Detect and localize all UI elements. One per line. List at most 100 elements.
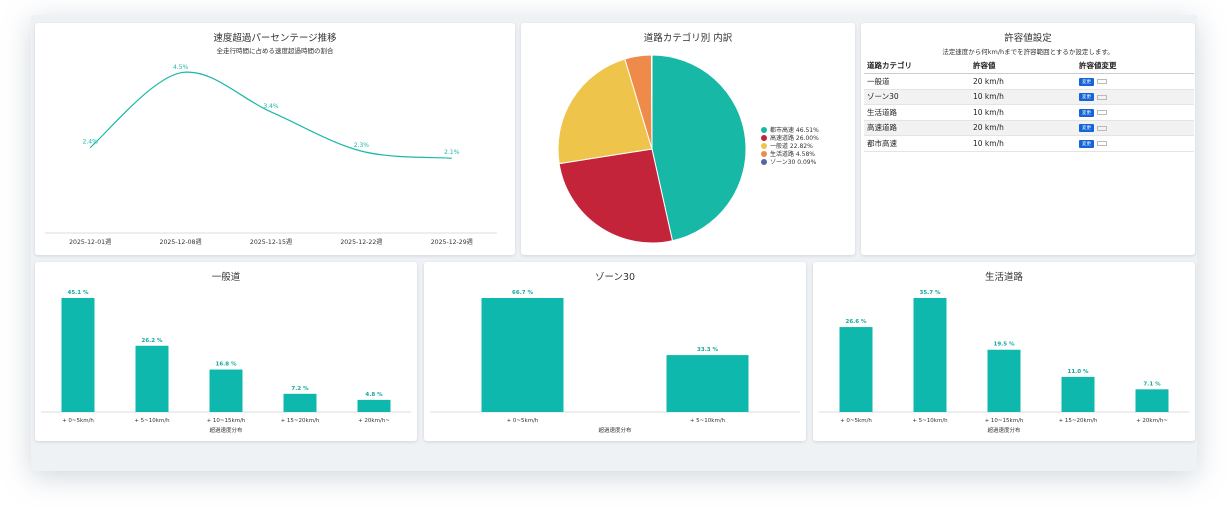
- tolerance-table: 道路カテゴリ 許容値 許容値変更 一般道 20 km/h 変更 ゾーン30 10…: [864, 58, 1194, 152]
- x-axis-label: 超過速度分布: [987, 426, 1021, 434]
- row-value: 10 km/h: [970, 89, 1076, 105]
- legend-label: ゾーン30 0.09%: [770, 159, 817, 166]
- trend-subtitle: 全走行時間に占める速度超過時間の割合: [216, 47, 334, 55]
- bar-chart: 26.6 % + 0~5km/h 35.7 % + 5~10km/h 19.5 % + 1…: [819, 290, 1189, 434]
- legend-item[interactable]: 生活道路 4.58%: [761, 151, 819, 159]
- legend-swatch-icon: [761, 143, 767, 149]
- change-button[interactable]: 変更: [1079, 77, 1094, 86]
- x-tick-label: + 20km/h~: [358, 418, 390, 424]
- row-value: 20 km/h: [970, 73, 1076, 90]
- legend-swatch-icon: [761, 151, 767, 157]
- bar: [839, 327, 873, 412]
- x-tick-label: + 5~10km/h: [690, 418, 726, 424]
- row-category: 高速道路: [864, 120, 970, 136]
- data-label: 7.2 %: [291, 386, 309, 392]
- bar: [209, 369, 243, 412]
- table-row: 高速道路 20 km/h 変更: [864, 120, 1194, 136]
- data-label: 26.2 %: [142, 338, 163, 344]
- legend-item[interactable]: 都市高速 46.51%: [761, 127, 819, 135]
- data-label: 16.8 %: [216, 362, 237, 368]
- pie-chart: [557, 54, 747, 244]
- data-label: 35.7 %: [920, 290, 941, 296]
- data-label: 4.8 %: [365, 392, 383, 398]
- bar: [987, 349, 1021, 412]
- x-tick-label: + 15~20km/h: [1059, 418, 1098, 424]
- legend-item[interactable]: 高速道路 26.00%: [761, 135, 819, 143]
- tolerance-input[interactable]: [1097, 110, 1107, 116]
- dashboard-panel: 速度超過パーセンテージ推移 全走行時間に占める速度超過時間の割合 2.4% 202…: [31, 15, 1197, 471]
- change-button[interactable]: 変更: [1079, 93, 1094, 102]
- data-label: 33.3 %: [697, 347, 718, 353]
- row-value: 20 km/h: [970, 120, 1076, 136]
- x-axis-label: 超過速度分布: [598, 426, 632, 434]
- x-tick-label: 2025-12-08週: [160, 238, 202, 246]
- bar-title: ゾーン30: [594, 272, 636, 283]
- data-label: 4.5%: [173, 64, 189, 71]
- row-category: 生活道路: [864, 104, 970, 121]
- legend-label: 高速道路 26.00%: [770, 135, 819, 142]
- bar: [481, 298, 564, 412]
- data-label: 2.3%: [354, 142, 370, 149]
- trend-card: 速度超過パーセンテージ推移 全走行時間に占める速度超過時間の割合 2.4% 202…: [35, 23, 515, 255]
- tolerance-description: 法定速度から何km/hまでを許容範囲とするか設定します。: [942, 48, 1114, 56]
- table-row: ゾーン30 10 km/h 変更: [864, 89, 1194, 105]
- bar-chart: 66.7 % + 0~5km/h 33.3 % + 5~10km/h 超過速度分布: [430, 290, 800, 434]
- bar-title: 生活道路: [984, 272, 1023, 283]
- data-label: 2.4%: [83, 139, 99, 146]
- pie-slice: [651, 54, 747, 242]
- bar-card-general-road: 一般道 45.1 % + 0~5km/h 26.2 % + 5~10km/h 16.8 …: [35, 262, 417, 441]
- header-value: 許容値: [970, 58, 1076, 74]
- x-tick-label: + 5~10km/h: [912, 418, 948, 424]
- tolerance-title: 許容値設定: [1004, 33, 1052, 44]
- pie-slice: [557, 58, 653, 165]
- bar: [61, 298, 95, 412]
- row-category: ゾーン30: [864, 89, 970, 105]
- bar-title: 一般道: [211, 272, 241, 283]
- tolerance-input[interactable]: [1097, 125, 1107, 131]
- data-label: 3.4%: [263, 103, 279, 110]
- tolerance-card: 許容値設定 法定速度から何km/hまでを許容範囲とするか設定します。 道路カテゴ…: [861, 23, 1195, 255]
- x-tick-label: + 0~5km/h: [62, 418, 94, 424]
- data-label: 19.5 %: [994, 342, 1015, 348]
- data-label: 7.1 %: [1143, 381, 1161, 387]
- pie-slice: [650, 54, 653, 150]
- pie-card: 道路カテゴリ別 内訳 都市高速 46.51% 高速道路 26.00% 一般道 22.…: [521, 23, 855, 255]
- x-tick-label: + 0~5km/h: [507, 418, 539, 424]
- bar: [1061, 376, 1095, 412]
- data-label: 45.1 %: [68, 290, 89, 296]
- bar-card-residential-road: 生活道路 26.6 % + 0~5km/h 35.7 % + 5~10km/h 19.5…: [813, 262, 1195, 441]
- bar-chart: 45.1 % + 0~5km/h 26.2 % + 5~10km/h 16.8 % + 1…: [41, 290, 411, 434]
- bar: [666, 355, 749, 412]
- row-category: 一般道: [864, 73, 970, 90]
- legend-swatch-icon: [761, 127, 767, 133]
- pie-slice: [558, 148, 674, 244]
- change-button[interactable]: 変更: [1079, 108, 1094, 117]
- header-change: 許容値変更: [1076, 58, 1194, 74]
- data-label: 26.6 %: [846, 319, 867, 325]
- row-value: 10 km/h: [970, 135, 1076, 152]
- legend-item[interactable]: 一般道 22.82%: [761, 143, 819, 151]
- tolerance-input[interactable]: [1097, 141, 1107, 147]
- legend-swatch-icon: [761, 159, 767, 165]
- change-button[interactable]: 変更: [1079, 124, 1094, 133]
- x-tick-label: + 10~15km/h: [207, 418, 246, 424]
- x-tick-label: + 0~5km/h: [840, 418, 872, 424]
- bar-card-zone30: ゾーン30 66.7 % + 0~5km/h 33.3 % + 5~10km/h 超過速…: [424, 262, 806, 441]
- x-tick-label: + 5~10km/h: [134, 418, 170, 424]
- table-row: 一般道 20 km/h 変更: [864, 73, 1194, 90]
- tolerance-input[interactable]: [1097, 79, 1107, 85]
- trend-line: [89, 71, 452, 159]
- data-label: 2.1%: [444, 149, 460, 156]
- tolerance-input[interactable]: [1097, 94, 1107, 100]
- bar: [357, 399, 391, 412]
- pie-legend: 都市高速 46.51% 高速道路 26.00% 一般道 22.82% 生活道路 4.5…: [761, 127, 819, 167]
- data-label: 11.0 %: [1068, 369, 1089, 375]
- legend-item[interactable]: ゾーン30 0.09%: [761, 159, 819, 167]
- change-button[interactable]: 変更: [1079, 139, 1094, 148]
- x-tick-label: + 15~20km/h: [281, 418, 320, 424]
- trend-chart: 2.4% 2025-12-01週 4.5% 2025-12-08週 3.4% 2025-1…: [45, 64, 497, 246]
- bar: [1135, 389, 1169, 412]
- legend-label: 生活道路 4.58%: [770, 151, 815, 158]
- header-category: 道路カテゴリ: [864, 58, 970, 74]
- legend-label: 都市高速 46.51%: [770, 127, 819, 134]
